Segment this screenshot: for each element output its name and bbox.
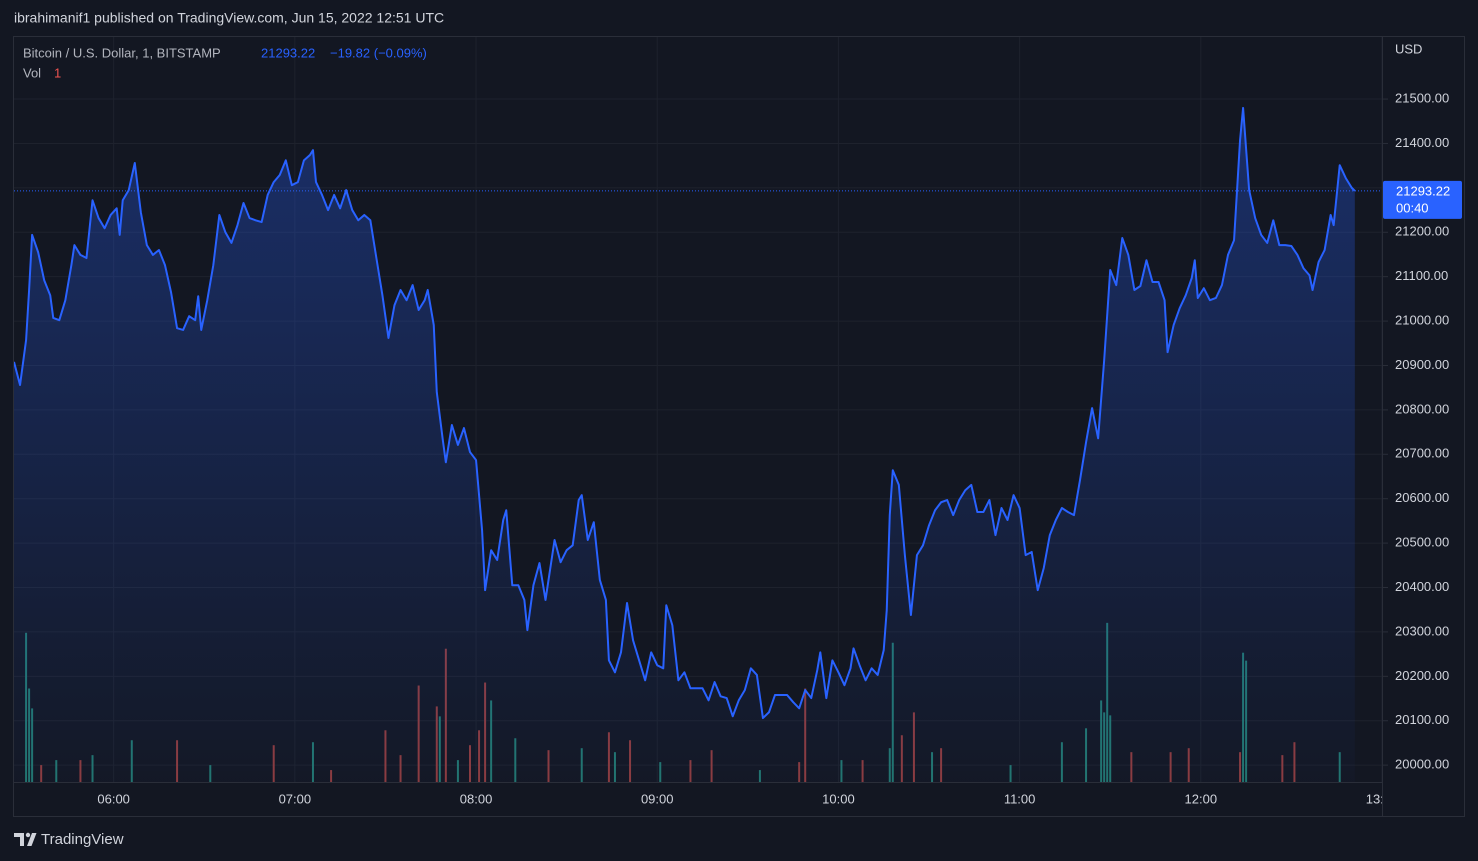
logo-dot — [25, 832, 31, 838]
last-price-box: 21293.22 00:40 — [1383, 180, 1462, 219]
symbol-title: Bitcoin / U.S. Dollar, 1, BITSTAMP — [23, 45, 221, 60]
y-tick-label: 21000.00 — [1395, 313, 1449, 328]
currency-label: USD — [1395, 41, 1422, 56]
y-tick-label: 20000.00 — [1395, 757, 1449, 772]
volume-label: Vol — [23, 65, 41, 80]
time-axis: 06:00 07:00 08:00 09:00 10:00 11:00 12:00 13:00 — [97, 791, 1399, 806]
x-tick-label: 07:00 — [279, 791, 312, 806]
x-tick-label: 11:00 — [1004, 791, 1036, 806]
price-axis: 20000.00 20100.00 20200.00 20300.00 20400.00… — [1383, 90, 1449, 772]
logo-slash — [27, 833, 37, 846]
published-note: ibrahimanif1 published on TradingView.co… — [14, 10, 444, 26]
x-tick-label: 06:00 — [97, 791, 130, 806]
y-tick-label: 20100.00 — [1395, 712, 1449, 727]
price-area — [14, 107, 1355, 782]
x-tick-label: 10:00 — [822, 791, 855, 806]
x-tick-label: 09:00 — [641, 791, 674, 806]
logo-mark — [14, 833, 24, 846]
x-tick-label: 13:00 — [1366, 791, 1399, 806]
y-tick-label: 20200.00 — [1395, 668, 1449, 683]
y-tick-label: 20800.00 — [1395, 401, 1449, 416]
x-tick-label: 08:00 — [460, 791, 493, 806]
y-tick-label: 20700.00 — [1395, 446, 1449, 461]
y-tick-label: 21100.00 — [1395, 268, 1448, 283]
brand-logo: TradingView — [14, 831, 124, 848]
legend-price: 21293.22 — [261, 45, 315, 60]
x-tick-label: 12:00 — [1185, 791, 1218, 806]
y-tick-label: 21500.00 — [1395, 90, 1449, 105]
y-tick-label: 21400.00 — [1395, 135, 1449, 150]
legend-change: −19.82 (−0.09%) — [330, 45, 427, 60]
price-line — [14, 106, 1356, 720]
y-tick-label: 20600.00 — [1395, 490, 1449, 505]
chart-frame — [13, 36, 1465, 817]
y-tick-label: 21200.00 — [1395, 224, 1449, 239]
countdown-label: 00:40 — [1396, 200, 1429, 215]
y-tick-label: 20900.00 — [1395, 357, 1449, 372]
y-tick-label: 20400.00 — [1395, 579, 1449, 594]
brand-name: TradingView — [41, 831, 124, 848]
last-price-label: 21293.22 — [1396, 183, 1450, 198]
y-tick-label: 20300.00 — [1395, 623, 1449, 638]
y-tick-label: 20500.00 — [1395, 535, 1449, 550]
volume-length: 1 — [54, 65, 61, 80]
plot-area — [14, 106, 1382, 782]
last-price-tag — [1383, 180, 1462, 219]
